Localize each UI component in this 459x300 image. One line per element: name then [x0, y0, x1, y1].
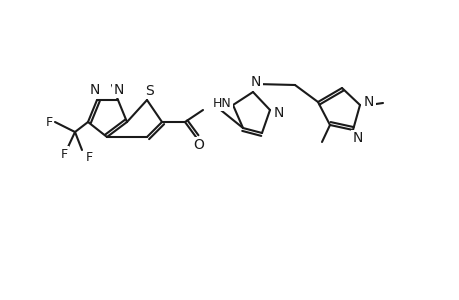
Text: F: F	[45, 116, 52, 128]
Text: N: N	[363, 95, 373, 109]
Text: HN: HN	[213, 97, 231, 110]
Text: N: N	[90, 83, 100, 97]
Text: N: N	[113, 83, 124, 97]
Text: N: N	[352, 131, 363, 145]
Text: N: N	[250, 75, 261, 89]
Text: F: F	[60, 148, 67, 160]
Text: O: O	[193, 138, 204, 152]
Text: S: S	[146, 84, 154, 98]
Text: F: F	[85, 151, 92, 164]
Text: N: N	[273, 106, 284, 120]
